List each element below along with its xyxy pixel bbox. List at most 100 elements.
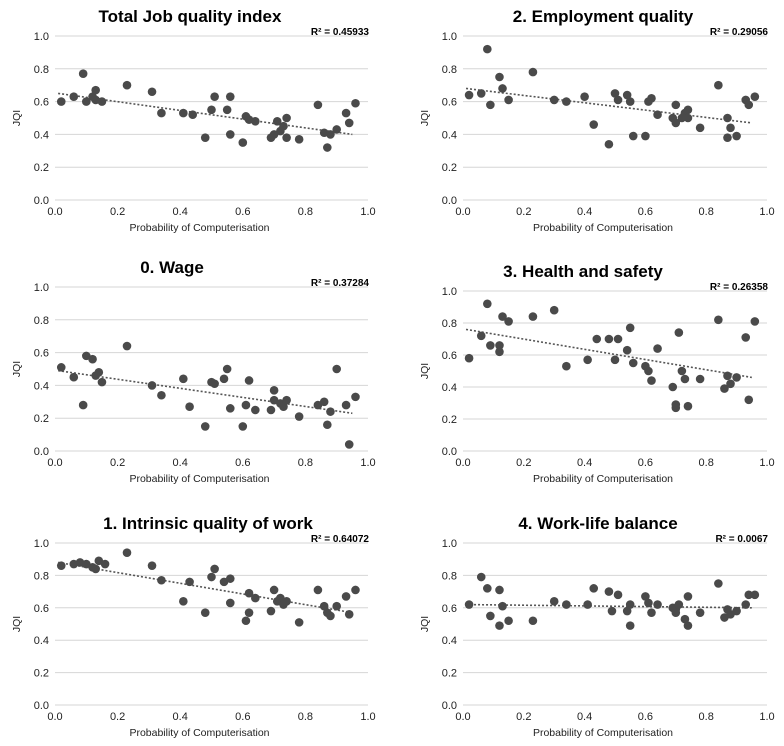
- data-point: [674, 328, 684, 337]
- x-tick-label: 0.4: [173, 711, 188, 723]
- data-point: [179, 108, 188, 118]
- data-point: [476, 89, 486, 98]
- data-point: [313, 585, 323, 595]
- data-point: [674, 600, 684, 609]
- data-point: [225, 92, 235, 101]
- data-point: [683, 621, 693, 630]
- data-point: [483, 44, 492, 54]
- x-tick-label: 0.0: [47, 206, 62, 218]
- data-point: [504, 95, 513, 105]
- data-point: [266, 606, 276, 616]
- data-point: [671, 608, 681, 617]
- x-tick-label: 0.4: [173, 206, 188, 218]
- trend-line: [58, 92, 353, 136]
- data-point: [528, 616, 538, 626]
- data-point: [200, 133, 210, 142]
- data-point: [622, 345, 632, 355]
- y-tick-label: 1.0: [34, 31, 49, 43]
- x-tick-label: 1.0: [360, 457, 375, 469]
- data-point: [495, 341, 504, 350]
- data-point: [723, 113, 732, 123]
- data-point: [210, 92, 219, 101]
- data-point: [486, 341, 495, 350]
- data-point: [732, 131, 741, 141]
- data-point: [695, 608, 705, 617]
- y-tick-label: 0.0: [34, 446, 49, 458]
- data-point: [210, 379, 219, 389]
- data-point: [122, 80, 132, 90]
- data-point: [592, 334, 602, 344]
- data-point: [200, 608, 210, 617]
- data-point: [741, 333, 751, 342]
- x-tick-label: 1.0: [759, 206, 774, 218]
- data-point: [750, 92, 760, 101]
- data-point: [319, 601, 329, 611]
- data-point: [644, 598, 653, 608]
- data-point: [282, 113, 291, 123]
- data-point: [147, 87, 157, 97]
- x-axis-label: Probability of Computerisation: [533, 727, 673, 739]
- data-point: [726, 379, 735, 389]
- data-point: [613, 334, 623, 344]
- data-point: [562, 97, 571, 106]
- data-point: [498, 312, 507, 321]
- data-point: [625, 97, 635, 106]
- data-point: [680, 614, 690, 624]
- data-point: [671, 118, 681, 128]
- data-point: [604, 587, 614, 596]
- r-squared-label: R² = 0.64072: [311, 534, 370, 545]
- data-point: [157, 108, 166, 118]
- data-point: [625, 621, 635, 630]
- data-point: [157, 575, 166, 585]
- y-tick-label: 0.2: [442, 162, 457, 174]
- data-point: [207, 572, 216, 582]
- data-point: [641, 131, 650, 141]
- data-point: [495, 347, 504, 357]
- y-tick-label: 0.2: [34, 668, 49, 680]
- data-point: [323, 143, 332, 152]
- y-tick-label: 0.4: [34, 380, 49, 392]
- data-point: [720, 384, 729, 393]
- y-axis-label: JQI: [11, 361, 23, 377]
- x-tick-label: 0.0: [47, 711, 62, 723]
- y-tick-label: 0.6: [34, 97, 49, 109]
- data-point: [88, 354, 97, 364]
- y-tick-label: 0.0: [34, 195, 49, 207]
- x-tick-label: 0.2: [110, 457, 125, 469]
- data-point: [750, 317, 760, 326]
- x-tick-label: 0.2: [110, 711, 125, 723]
- data-point: [695, 374, 705, 384]
- data-point: [647, 608, 656, 617]
- data-point: [319, 397, 329, 407]
- data-point: [732, 373, 741, 382]
- data-point: [94, 367, 104, 377]
- chart-panel-3: 0.0 0.2 0.4 0.6 0.8 1.0 0.0 0.2 0.4 0.6 0.8 1.0 3. H…: [419, 262, 775, 485]
- x-tick-label: 0.6: [235, 457, 250, 469]
- data-point: [69, 92, 79, 101]
- chart-title: Total Job quality index: [99, 7, 282, 26]
- data-point: [332, 125, 342, 134]
- data-point: [495, 72, 504, 82]
- trend-line: [57, 561, 353, 614]
- data-point: [294, 135, 304, 144]
- data-point: [294, 618, 304, 627]
- trend-line: [465, 87, 752, 124]
- trend-line: [58, 369, 353, 415]
- data-point: [326, 130, 335, 139]
- data-point: [549, 305, 559, 315]
- x-axis-label: Probability of Computerisation: [129, 473, 269, 485]
- data-point: [580, 92, 589, 101]
- data-point: [238, 138, 248, 147]
- data-point: [498, 601, 507, 611]
- x-tick-label: 0.2: [516, 206, 531, 218]
- data-point: [483, 299, 492, 309]
- data-point: [294, 412, 304, 421]
- data-point: [589, 120, 599, 129]
- y-tick-label: 1.0: [442, 31, 457, 43]
- x-tick-label: 0.4: [577, 457, 592, 469]
- data-point: [56, 561, 66, 570]
- data-point: [341, 400, 351, 410]
- data-point: [732, 606, 741, 616]
- data-point: [476, 572, 486, 582]
